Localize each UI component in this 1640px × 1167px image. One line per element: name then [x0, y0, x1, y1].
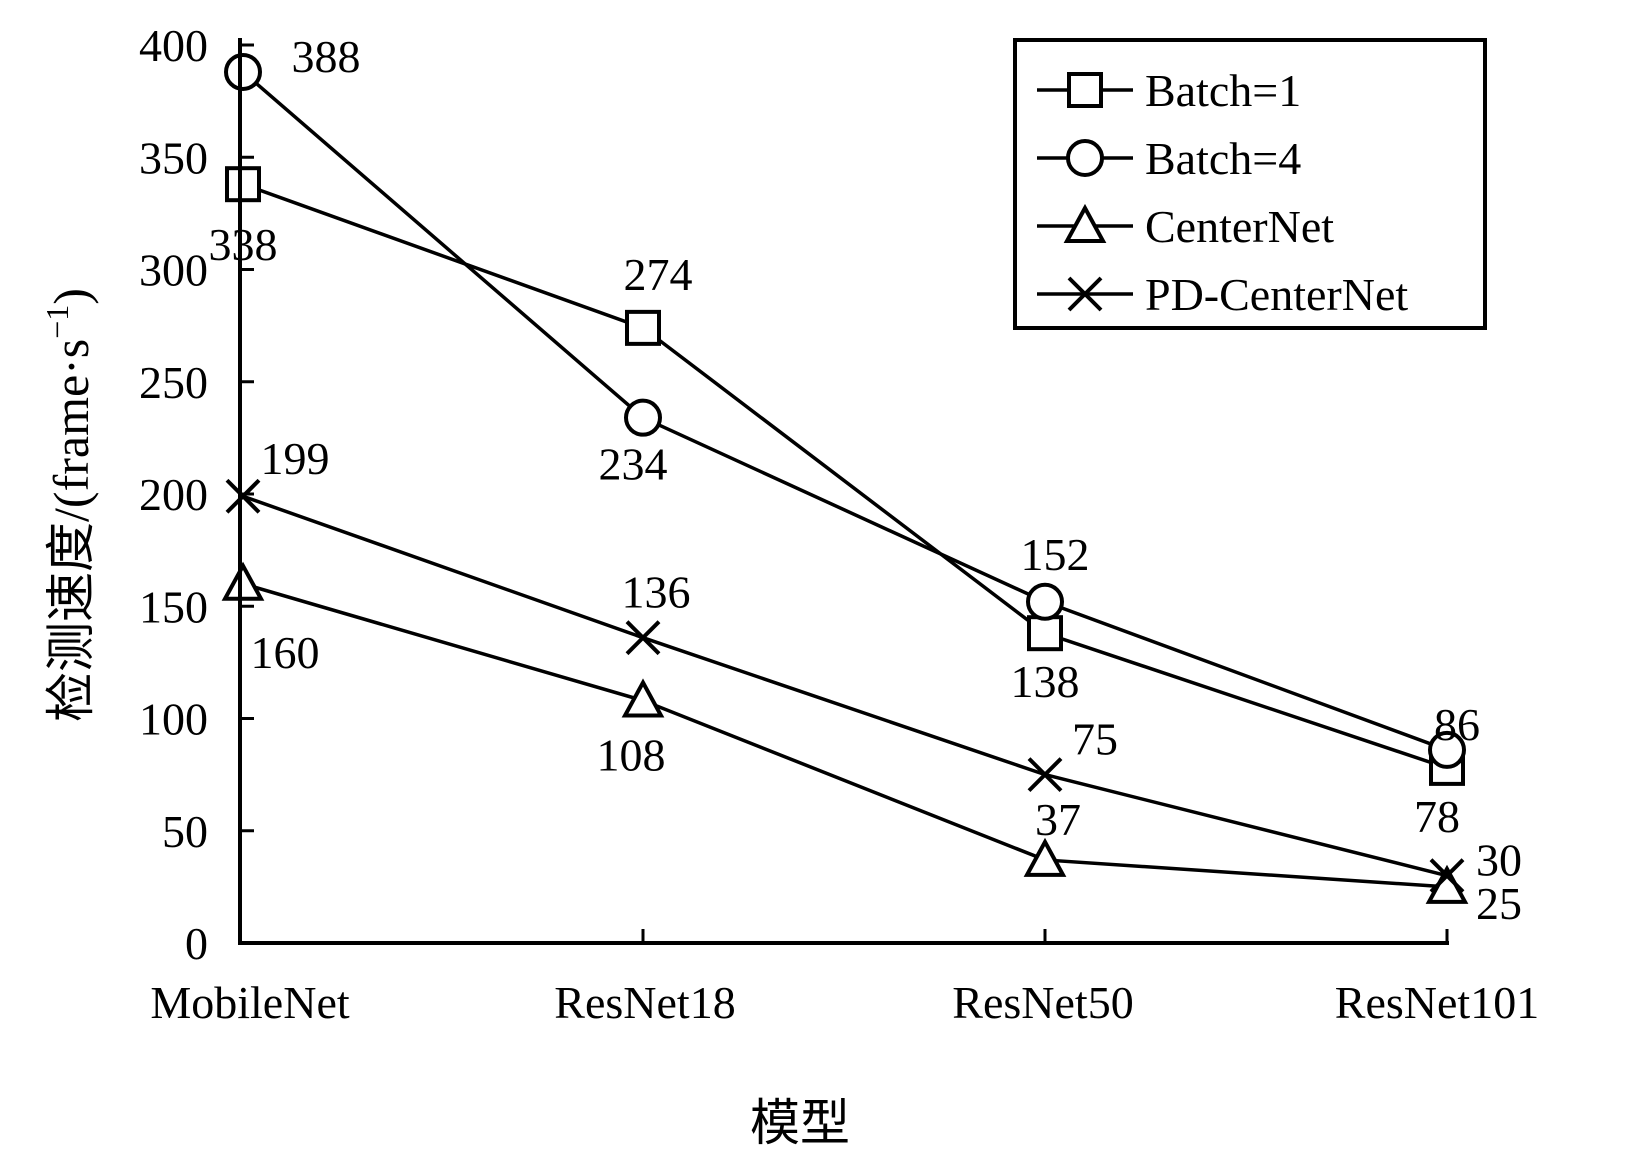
- series-line: [241, 70, 1448, 752]
- data-point: [224, 52, 262, 91]
- data-point: [221, 561, 265, 601]
- series-line: [242, 182, 1448, 770]
- data-point: [1026, 582, 1064, 621]
- legend-marker: [1067, 72, 1103, 108]
- data-label: 388: [292, 31, 361, 82]
- data-point: [621, 678, 665, 718]
- data-labels: 338 274 138 78 388 234 152 86 160 108 37 25 199 136 75…: [209, 31, 1523, 929]
- x-tick-label: ResNet101: [1335, 977, 1539, 1028]
- y-tick-label: 200: [139, 469, 208, 520]
- series-centernet: [221, 561, 1469, 904]
- y-tick-label: 300: [139, 245, 208, 296]
- y-axis-title-main: 检测速度/(frame·s: [43, 339, 99, 722]
- y-tick-label: 250: [139, 357, 208, 408]
- data-point: [1027, 615, 1063, 652]
- data-label: 338: [209, 219, 278, 270]
- data-label: 138: [1011, 656, 1080, 707]
- y-axis-title: 检测速度/(frame·s−1): [39, 288, 99, 722]
- legend-label: PD-CenterNet: [1145, 269, 1408, 320]
- data-label: 108: [597, 730, 666, 781]
- data-label: 274: [624, 249, 693, 300]
- y-tick-label: 350: [139, 132, 208, 183]
- x-tick-label: ResNet50: [952, 977, 1133, 1028]
- data-label: 25: [1476, 878, 1522, 929]
- series-pd-centernet: [225, 478, 1465, 894]
- series-line: [242, 494, 1448, 878]
- data-label: 37: [1035, 794, 1081, 845]
- legend-label: Batch=1: [1145, 65, 1301, 116]
- x-axis-title: 模型: [750, 1095, 850, 1151]
- series-batch-4: [224, 52, 1466, 769]
- legend-item: Batch=1: [1037, 65, 1301, 116]
- legend-marker: [1063, 203, 1107, 243]
- data-label: 86: [1434, 699, 1480, 750]
- data-point: [625, 309, 661, 346]
- legend: Batch=1 Batch=4 CenterNet PD-CenterNet: [1013, 38, 1487, 330]
- y-axis-title-sup: −1: [39, 305, 75, 339]
- data-point: [624, 398, 662, 437]
- series-group: [221, 52, 1469, 904]
- legend-item: PD-CenterNet: [1037, 269, 1408, 320]
- legend-marker: [1066, 139, 1104, 177]
- data-label: 136: [622, 567, 691, 618]
- legend-item: Batch=4: [1037, 133, 1301, 184]
- data-label: 160: [251, 627, 320, 678]
- data-label: 234: [599, 439, 668, 490]
- legend-item: CenterNet: [1037, 201, 1334, 252]
- x-tick-label: MobileNet: [150, 977, 350, 1028]
- x-tick-label: ResNet18: [554, 977, 735, 1028]
- y-tick-label: 0: [185, 918, 208, 969]
- y-tick-label: 100: [139, 694, 208, 745]
- series-line: [242, 582, 1448, 889]
- data-point: [1428, 730, 1466, 769]
- y-tick-label: 50: [162, 806, 208, 857]
- data-label: 30: [1476, 835, 1522, 886]
- data-point: [1027, 757, 1063, 793]
- data-label: 78: [1414, 791, 1460, 842]
- y-axis-title-close: ): [43, 288, 99, 305]
- y-tick-label: 400: [139, 20, 208, 71]
- data-label: 199: [261, 433, 330, 484]
- legend-marker: [1067, 276, 1103, 312]
- data-point: [225, 478, 261, 514]
- data-point: [1023, 837, 1067, 877]
- data-point: [225, 166, 261, 203]
- y-tick-label: 150: [139, 581, 208, 632]
- axes: 0 50 100 150 200 250 300 350 400 MobileNet ResNet1…: [139, 20, 1539, 1028]
- data-label: 152: [1021, 529, 1090, 580]
- legend-label: Batch=4: [1145, 133, 1301, 184]
- legend-label: CenterNet: [1145, 201, 1334, 252]
- data-point: [625, 620, 661, 656]
- data-label: 75: [1072, 714, 1118, 765]
- data-point: [1429, 858, 1465, 894]
